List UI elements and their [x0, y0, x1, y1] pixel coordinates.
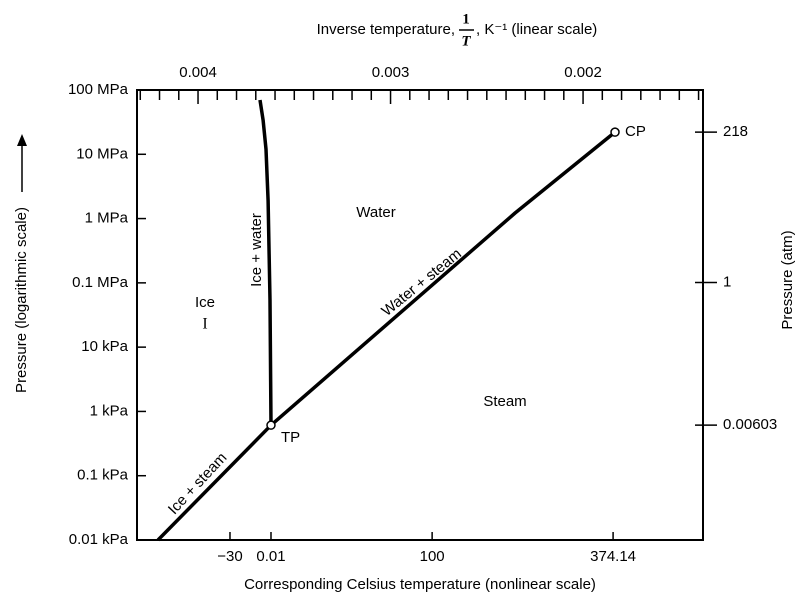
y-tick-label: 100 MPa: [68, 81, 129, 98]
point-marker: [610, 127, 620, 137]
region-label: Ice: [195, 294, 215, 311]
y-tick-label: 0.1 kPa: [77, 467, 129, 484]
x-tick-label: 100: [420, 548, 445, 565]
y2-tick-label: 1: [723, 273, 731, 290]
y-axis-arrow: [17, 134, 27, 192]
top-axis-title-denominator: T: [461, 33, 471, 49]
x-tick-label: −30: [217, 548, 242, 565]
region-label: Water: [356, 204, 395, 221]
top-axis-title-numerator: 1: [462, 11, 470, 27]
point-label: CP: [625, 123, 646, 140]
top-tick-label: 0.004: [179, 64, 217, 81]
y-tick-label: 10 MPa: [76, 145, 128, 162]
top-axis-title-after: , K⁻¹ (linear scale): [476, 21, 597, 38]
y-axis-title: Pressure (logarithmic scale): [13, 207, 30, 393]
point-marker: [266, 420, 276, 430]
y2-tick-label: 0.00603: [723, 416, 777, 433]
y-tick-label: 10 kPa: [81, 338, 128, 355]
y2-axis-title: Pressure (atm): [779, 230, 796, 329]
y-tick-label: 1 MPa: [85, 210, 129, 227]
phase-boundary: [156, 423, 273, 542]
top-tick-label: 0.003: [372, 64, 410, 81]
top-axis-title-before: Inverse temperature,: [317, 21, 455, 38]
phase-boundary: [269, 130, 617, 427]
plot-frame: [136, 89, 704, 541]
x-axis-title: Corresponding Celsius temperature (nonli…: [244, 576, 596, 593]
point-label: TP: [281, 429, 300, 446]
top-tick-label: 0.002: [564, 64, 602, 81]
y2-tick-label: 218: [723, 123, 748, 140]
line-label: Water + steam: [378, 245, 464, 320]
phase-boundary: [258, 99, 273, 426]
y-tick-label: 0.01 kPa: [69, 531, 129, 548]
x-tick-label: 0.01: [256, 548, 285, 565]
line-label: Ice + water: [248, 213, 265, 287]
top-axis-title: Inverse temperature, 1 T , K⁻¹ (linear s…: [317, 11, 598, 49]
y-tick-label: 1 kPa: [90, 402, 129, 419]
y-tick-label: 0.1 MPa: [72, 274, 129, 291]
x-tick-label: 374.14: [590, 548, 636, 565]
region-label: I: [202, 316, 207, 333]
region-label: Steam: [483, 393, 526, 410]
line-label: Ice + steam: [165, 449, 231, 518]
